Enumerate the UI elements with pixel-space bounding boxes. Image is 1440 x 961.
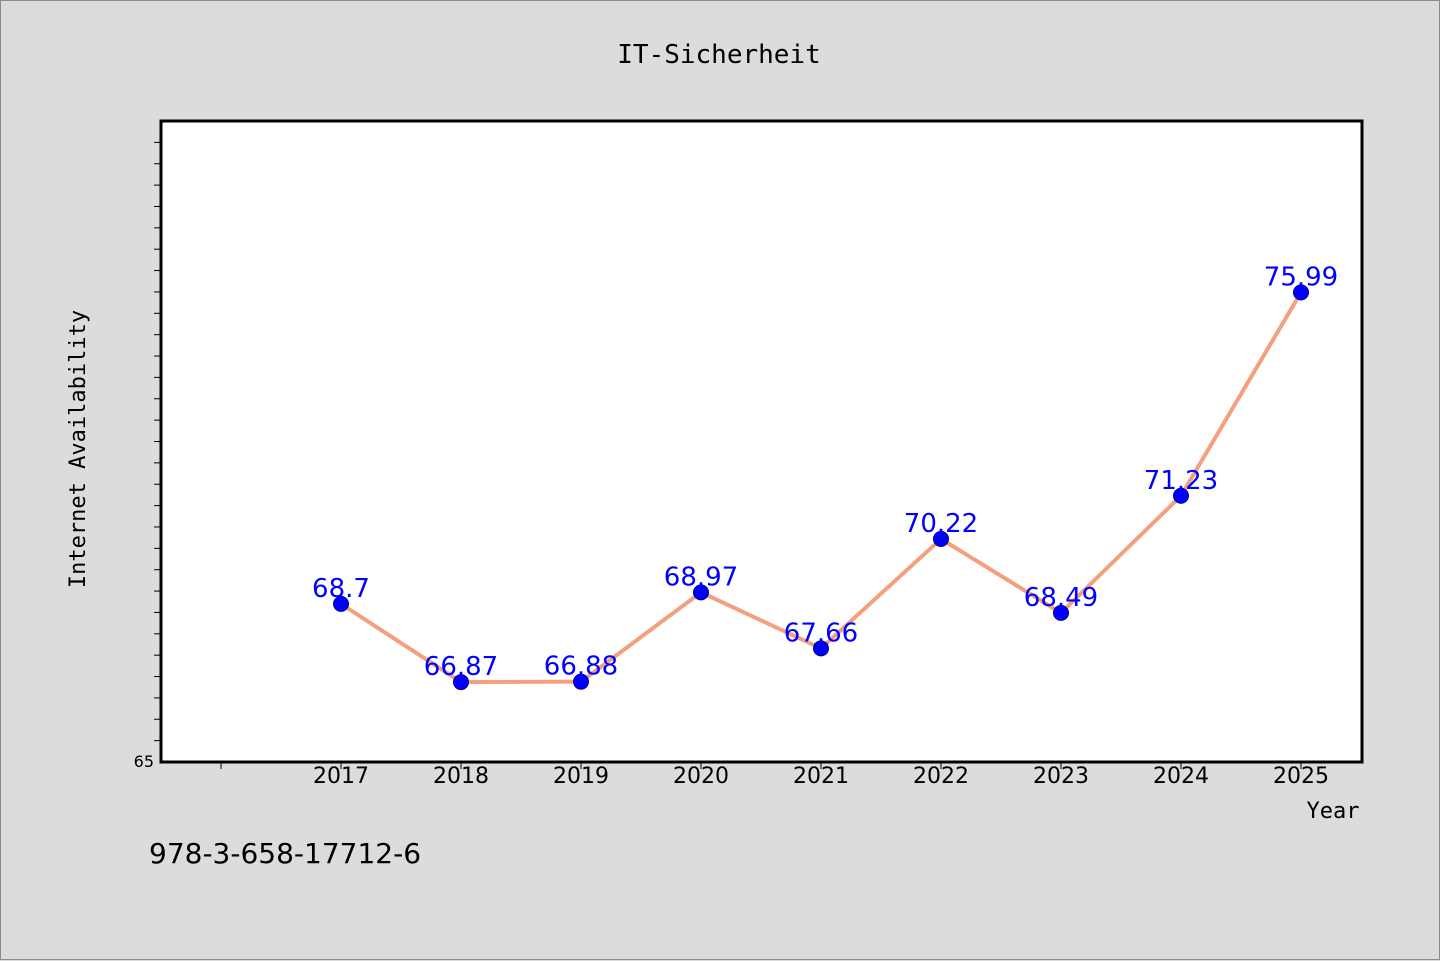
data-label-2018: 66.87 [424,652,498,682]
data-point-2018 [453,674,469,691]
data-point-2023 [1053,604,1069,621]
series-markers [333,284,1309,691]
y-tick-label-65: 65 [134,752,154,771]
x-tick-label-2017: 2017 [313,764,369,789]
data-label-2024: 71.23 [1144,466,1218,496]
data-label-2022: 70.22 [904,509,978,539]
data-labels: 68.7 66.87 66.88 68.97 67.66 70.22 68.49 71.23 7… [312,262,1338,682]
data-point-2025 [1293,284,1309,301]
x-tick-label-2022: 2022 [913,764,969,789]
x-tick-label-2023: 2023 [1033,764,1089,789]
data-point-2017 [333,595,349,612]
x-tick-label-2021: 2021 [793,764,849,789]
data-label-2025: 75.99 [1264,262,1338,292]
data-point-2021 [813,640,829,657]
data-label-2021: 67.66 [784,618,858,648]
data-label-2017: 68.7 [312,574,370,604]
y-axis-label: Internet Availability [66,310,91,588]
data-label-2019: 66.88 [544,652,618,682]
x-tick-label-2020: 2020 [673,764,729,789]
isbn-text: 978-3-658-17712-6 [149,837,421,870]
plot-border [159,119,1364,764]
data-point-2020 [693,584,709,601]
data-point-2022 [933,530,949,547]
data-label-2023: 68.49 [1024,583,1098,613]
chart-title: IT-Sicherheit [617,40,821,70]
data-point-2024 [1173,487,1189,504]
x-axis-label: Year [1307,799,1360,824]
x-tick-label-2018: 2018 [433,764,489,789]
x-tick-labels: 2017 2018 2019 2020 2021 2022 2023 2024 2025 [313,764,1329,789]
x-tick-label-2019: 2019 [553,764,609,789]
x-tick-label-2025: 2025 [1273,764,1329,789]
x-tick-label-2024: 2024 [1153,764,1209,789]
data-label-2020: 68.97 [664,562,738,592]
data-point-2019 [573,673,589,690]
plot-area [161,121,1362,762]
